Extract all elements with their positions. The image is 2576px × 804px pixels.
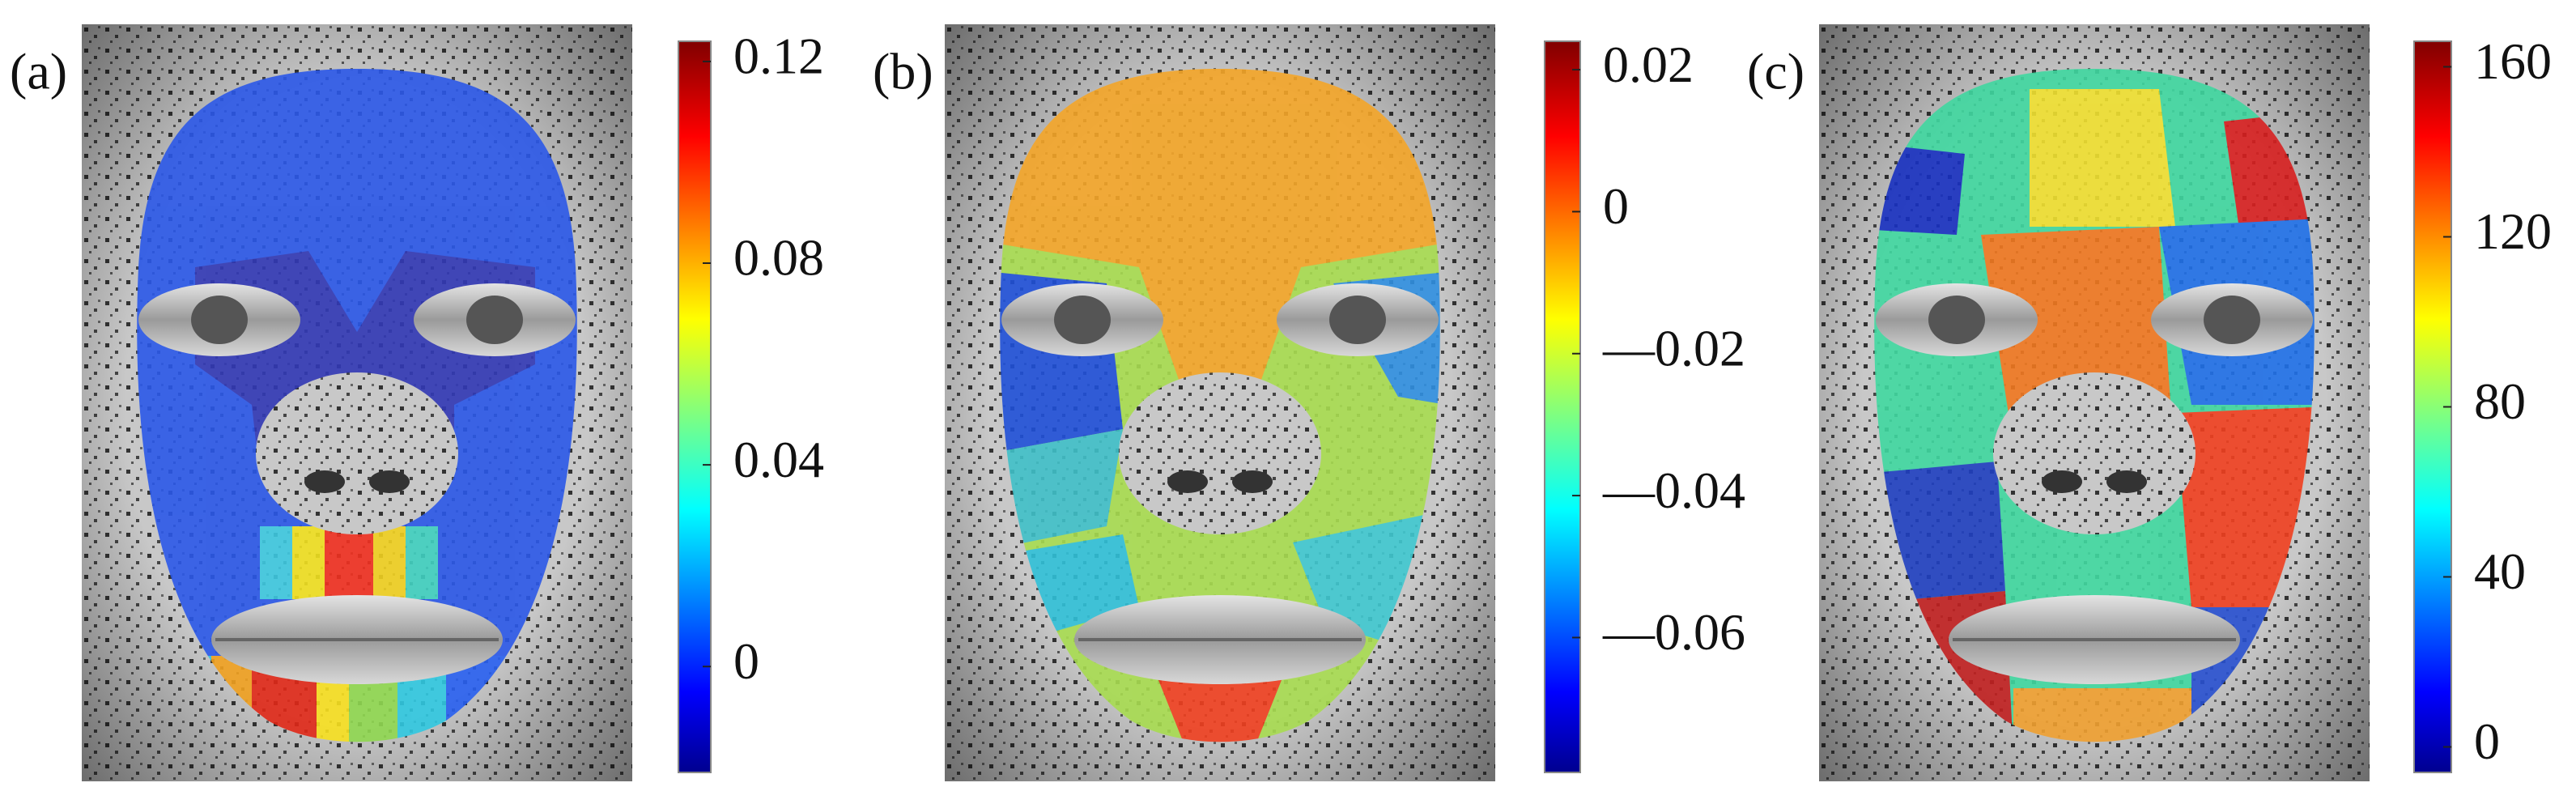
colorbar-tick-label: 0 [2474,713,2500,770]
panel-c [1819,24,2370,781]
colorbar-tick-label: —0.04 [1602,462,1745,519]
colorbar-tick-label: —0.02 [1602,319,1745,376]
colorbar-tick-label: 0.08 [733,229,824,287]
colorbar [678,40,712,773]
colorbar-tick-label: 40 [2474,542,2526,600]
panel-b [945,24,1495,781]
colorbar-tick-label: 0 [733,632,759,690]
colorbar-tick-label: 0.12 [733,28,824,85]
colorbar-tick-label: 0 [1603,177,1629,235]
colorbar-tick-label: —0.06 [1602,603,1745,661]
panel-label: (c) [1747,43,1804,100]
panel-label: (a) [10,43,67,100]
colorbar-tick-label: 0.04 [733,431,824,488]
panel-a [82,24,632,781]
panel-label: (b) [873,43,933,100]
colorbar-tick-label: 80 [2474,372,2526,430]
colorbar-tick-label: 0.02 [1603,36,1694,93]
colorbar-tick-label: 160 [2474,32,2552,90]
colorbar-tick-label: 120 [2474,202,2552,260]
colorbar [1544,40,1581,773]
